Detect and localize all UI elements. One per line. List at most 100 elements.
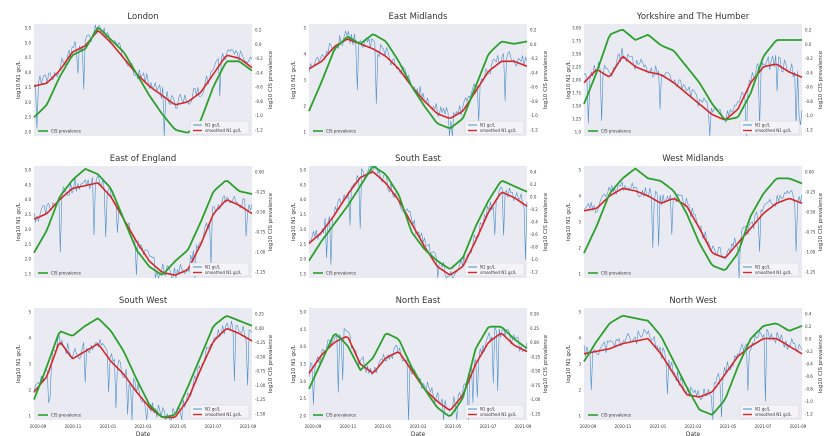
right-tick-label: 0.00 bbox=[255, 170, 264, 175]
right-tick-label: -0.75 bbox=[255, 369, 266, 374]
right-tick-label: -0.75 bbox=[530, 383, 541, 388]
panel-background bbox=[309, 308, 527, 420]
panel-west-midlands: West Midlands 1 2 3 4 5 0.00 -0.25 -0.50 -0.75 -1.… bbox=[566, 154, 824, 279]
y-tick-label: 1.50 bbox=[572, 104, 581, 109]
right-tick-label: 0.0 bbox=[805, 337, 812, 342]
right-tick-label: 0.25 bbox=[255, 312, 264, 317]
cis-prevalence-series bbox=[33, 26, 253, 134]
panel-north-west: North West 1 2 3 4 5 0.4 0.2 0.0 -0.2 -0.4 -0.6 -0.8… bbox=[566, 296, 824, 436]
legend-box bbox=[739, 262, 800, 277]
panel-london: London 2.0 2.5 3.0 3.5 4.0 4.5 5.0 5.5 0.2 0.0 -0.2… bbox=[16, 12, 274, 137]
x-tick-label: 2020-09 bbox=[30, 424, 47, 429]
x-tick-label: 2021-05 bbox=[445, 424, 462, 429]
legend-smoothed-label: smoothed N1 gc/L bbox=[205, 270, 242, 275]
right-tick-label: -0.2 bbox=[530, 207, 538, 212]
panel-yorkshire-and-the-humber: Yorkshire and The Humber 1.0 1.25 1.50 1.75 2… bbox=[566, 12, 824, 137]
cis-prevalence-series bbox=[583, 167, 803, 271]
right-tick-label: -1.00 bbox=[530, 397, 541, 402]
right-tick-label: 0.0 bbox=[530, 42, 537, 47]
panel-title: Yorkshire and The Humber bbox=[636, 12, 750, 22]
cis-prevalence-series bbox=[33, 315, 253, 418]
right-tick-label: -0.2 bbox=[530, 56, 538, 61]
legend-cis-label: CIS prevalence bbox=[601, 129, 631, 134]
x-tick-label: 2021-07 bbox=[755, 424, 772, 429]
y-tick-label: 2.5 bbox=[25, 115, 32, 120]
right-axis-label: log10 CIS prevalence bbox=[268, 50, 274, 109]
y-tick-label: 2.0 bbox=[300, 414, 307, 419]
raw-n1-series bbox=[33, 24, 253, 137]
y-tick-label: 2 bbox=[578, 246, 581, 251]
right-tick-label: -1.50 bbox=[255, 412, 266, 417]
y-axis-label: log10 N1 gc/L bbox=[16, 344, 22, 383]
cis-prevalence-series bbox=[33, 168, 253, 276]
legend-cis-label: CIS prevalence bbox=[601, 413, 631, 418]
right-tick-label: -1.2 bbox=[530, 270, 538, 275]
legend-smoothed-label: smoothed N1 gc/L bbox=[755, 412, 792, 417]
legend-box bbox=[464, 404, 525, 419]
x-axis-label: Date bbox=[411, 431, 426, 436]
legend-smoothed-label: smoothed N1 gc/L bbox=[205, 412, 242, 417]
panel-title: South West bbox=[119, 296, 168, 306]
y-tick-label: 4.0 bbox=[300, 197, 307, 202]
panel-north-east: North East 2.0 2.5 3.0 3.5 4.0 4.5 5.0 0.50 0.25 0… bbox=[291, 296, 549, 436]
right-tick-label: -0.75 bbox=[255, 230, 266, 235]
legend-box bbox=[739, 120, 800, 135]
smoothed-n1-series bbox=[583, 55, 803, 121]
y-tick-label: 4.0 bbox=[25, 197, 32, 202]
right-axis-label: log10 CIS prevalence bbox=[818, 192, 824, 251]
y-tick-label: 5.0 bbox=[300, 310, 307, 315]
y-tick-label: 3.5 bbox=[300, 212, 307, 217]
smoothed-n1-series bbox=[33, 182, 253, 276]
panel-background bbox=[34, 166, 252, 278]
x-tick-label: 2021-03 bbox=[410, 424, 427, 429]
y-axis-label: log10 N1 gc/L bbox=[566, 344, 572, 383]
y-tick-label: 4.5 bbox=[25, 182, 32, 187]
x-tick-label: 2020-11 bbox=[615, 424, 632, 429]
right-axis-label: log10 CIS prevalence bbox=[818, 334, 824, 393]
smoothed-n1-series bbox=[308, 171, 528, 276]
panel-title: West Midlands bbox=[662, 154, 724, 164]
right-tick-label: 0.25 bbox=[530, 326, 539, 331]
right-tick-label: 0.2 bbox=[255, 28, 262, 33]
y-tick-label: 4.0 bbox=[300, 344, 307, 349]
smoothed-n1-series bbox=[583, 337, 803, 398]
legend-box bbox=[739, 404, 800, 419]
y-axis-label: log10 N1 gc/L bbox=[291, 202, 297, 241]
panel-east-midlands: East Midlands 1 2 3 4 5 0.2 0.0 -0.2 -0.4 -0.6 -0.8… bbox=[291, 12, 549, 137]
panel-background bbox=[309, 24, 527, 136]
y-tick-label: 3 bbox=[578, 362, 581, 367]
right-tick-label: -0.8 bbox=[530, 99, 538, 104]
right-tick-label: -0.50 bbox=[530, 369, 541, 374]
right-tick-label: 0.2 bbox=[530, 182, 537, 187]
y-tick-label: 2.5 bbox=[25, 242, 32, 247]
legend-box bbox=[189, 262, 250, 277]
right-tick-label: -0.50 bbox=[255, 210, 266, 215]
y-tick-label: 5.0 bbox=[25, 40, 32, 45]
legend-raw-label: N1 gc/L bbox=[755, 407, 771, 412]
y-tick-label: 2 bbox=[303, 104, 306, 109]
smoothed-n1-series bbox=[33, 328, 253, 419]
x-tick-label: 2021-05 bbox=[720, 424, 737, 429]
y-tick-label: 4.5 bbox=[300, 327, 307, 332]
y-tick-label: 1 bbox=[28, 414, 31, 419]
right-axis-label: log10 CIS prevalence bbox=[543, 334, 549, 393]
legend-raw-label: N1 gc/L bbox=[755, 265, 771, 270]
x-tick-label: 2021-01 bbox=[650, 424, 667, 429]
x-tick-label: 2020-11 bbox=[65, 424, 82, 429]
legend-raw-label: N1 gc/L bbox=[205, 265, 221, 270]
right-tick-label: -0.8 bbox=[805, 387, 813, 392]
y-tick-label: 3.0 bbox=[25, 227, 32, 232]
right-tick-label: -1.00 bbox=[805, 250, 816, 255]
y-tick-label: 5 bbox=[28, 310, 31, 315]
smoothed-n1-series bbox=[583, 187, 803, 259]
smoothed-n1-series bbox=[33, 29, 253, 106]
right-tick-label: -0.4 bbox=[805, 70, 813, 75]
legend-cis-label: CIS prevalence bbox=[51, 271, 81, 276]
x-axis-label: Date bbox=[136, 431, 151, 436]
right-tick-label: 0.2 bbox=[805, 324, 812, 329]
right-tick-label: -0.6 bbox=[805, 85, 813, 90]
y-tick-label: 2.50 bbox=[572, 52, 581, 57]
legend-smoothed-label: smoothed N1 gc/L bbox=[755, 270, 792, 275]
y-tick-label: 2.0 bbox=[25, 130, 32, 135]
